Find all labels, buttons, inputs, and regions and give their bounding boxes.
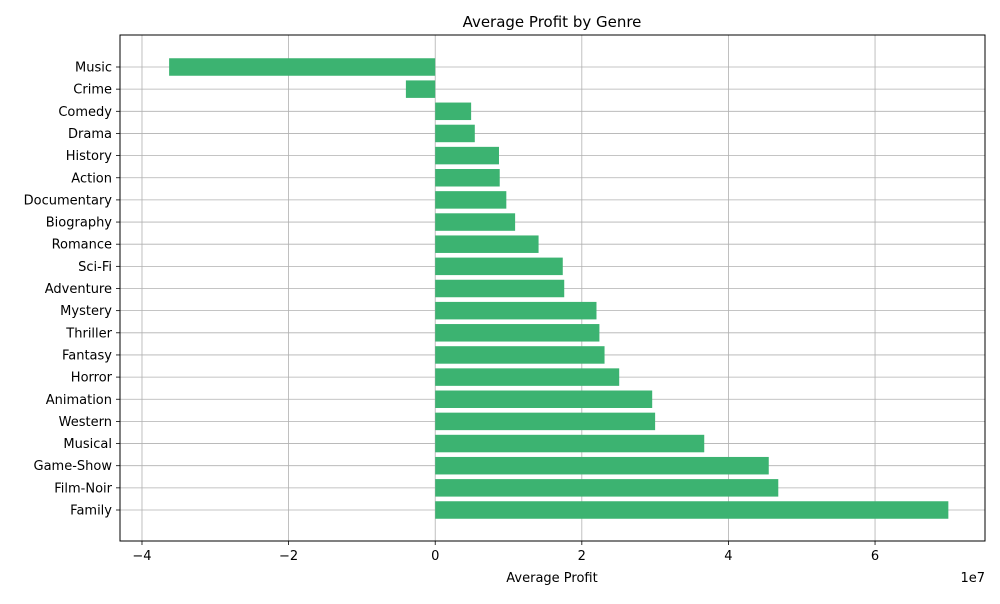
- y-tick-label: Game-Show: [34, 459, 113, 474]
- y-tick-label: Horror: [71, 371, 113, 386]
- y-tick-label: Film-Noir: [54, 481, 112, 496]
- y-tick-label: Crime: [73, 83, 112, 98]
- y-tick-label: Action: [71, 171, 112, 186]
- x-tick-label: −4: [132, 549, 151, 564]
- plot-frame: [119, 34, 986, 542]
- bar-sci-fi: [435, 257, 563, 276]
- y-tick-label: Sci-Fi: [78, 260, 112, 275]
- bar-horror: [435, 368, 620, 386]
- bar-music: [169, 58, 436, 76]
- y-tick-label: Documentary: [24, 193, 113, 208]
- y-tick-label: Fantasy: [62, 348, 112, 363]
- y-tick-label: Comedy: [58, 105, 112, 120]
- bar-action: [435, 169, 500, 187]
- bar-drama: [435, 124, 475, 143]
- bar-crime: [405, 80, 436, 98]
- y-tick-label: Romance: [52, 238, 112, 253]
- bar-animation: [435, 390, 653, 408]
- x-tick-label: 0: [431, 549, 439, 564]
- bar-documentary: [435, 191, 507, 209]
- bar-adventure: [435, 279, 565, 298]
- y-tick-label: Western: [59, 415, 112, 430]
- y-tick-label: Family: [70, 504, 112, 519]
- bar-biography: [435, 213, 516, 231]
- bar-musical: [435, 434, 705, 453]
- x-axis-offset-label: 1e7: [960, 571, 985, 586]
- bar-mystery: [435, 301, 597, 320]
- x-tick-label: 6: [871, 549, 879, 564]
- y-tick-label: Mystery: [60, 304, 112, 319]
- y-axis-ticks: Music Crime Comedy Drama History Action Docume…: [24, 61, 120, 519]
- bar-history: [435, 146, 499, 165]
- bar-thriller: [435, 324, 600, 342]
- x-tick-label: 2: [578, 549, 586, 564]
- bars: [169, 58, 949, 519]
- x-axis-ticks: −4 −2 0 2 4 6: [132, 541, 879, 564]
- y-tick-label: Animation: [46, 393, 112, 408]
- bar-fantasy: [435, 346, 605, 364]
- x-axis-label: Average Profit: [506, 571, 597, 586]
- bar-game-show: [435, 456, 769, 475]
- bar-western: [435, 412, 656, 431]
- bar-film-noir: [435, 479, 779, 497]
- y-tick-label: Drama: [68, 127, 112, 142]
- y-tick-label: Music: [75, 61, 112, 76]
- bar-romance: [435, 235, 539, 253]
- bar-comedy: [435, 102, 472, 121]
- x-tick-label: 4: [724, 549, 732, 564]
- y-tick-label: Musical: [63, 437, 112, 452]
- y-tick-label: History: [66, 149, 113, 164]
- bar-family: [435, 501, 949, 519]
- y-tick-label: Thriller: [65, 326, 112, 341]
- chart-title: Average Profit by Genre: [463, 13, 642, 31]
- y-tick-label: Adventure: [45, 282, 112, 297]
- x-tick-label: −2: [279, 549, 298, 564]
- y-tick-label: Biography: [46, 216, 113, 231]
